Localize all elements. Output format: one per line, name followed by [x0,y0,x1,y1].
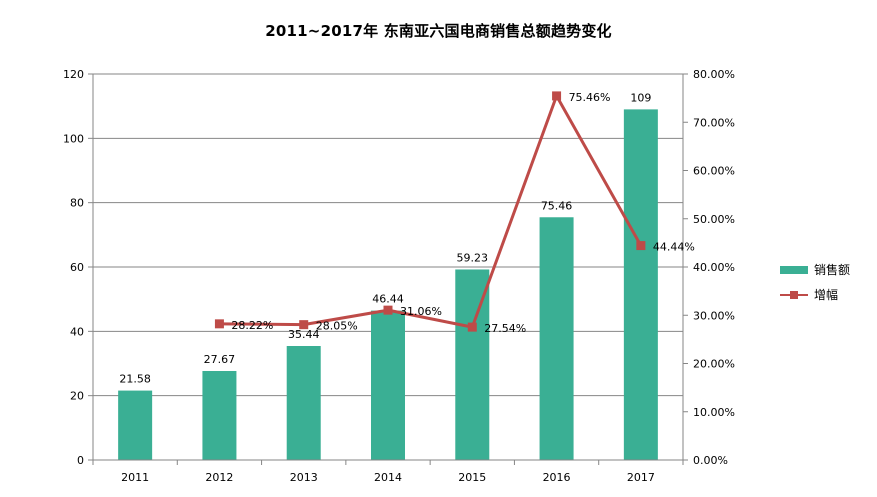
chart-title: 2011~2017年 东南亚六国电商销售总额趋势变化 [265,22,612,40]
bar [539,217,574,460]
bar-value-label: 46.44 [372,293,404,306]
axes: 0 20 40 60 80 100 120 0.00% 10.00% 20.00% 30.00% 40… [63,68,735,484]
legend-item-sales: 销售额 [780,261,850,278]
bar [623,109,658,460]
y-tick-label: 40 [70,325,84,338]
growth-value-label: 28.22% [231,319,273,332]
bar-value-label: 59.23 [457,251,489,264]
y-tick-label: 0 [77,454,84,467]
bar [455,269,490,460]
x-tick-label: 2012 [205,471,233,484]
growth-marker [383,305,393,315]
growth-marker [636,241,646,251]
y2-tick-label: 30.00% [693,309,735,322]
growth-value-label: 28.05% [316,320,358,333]
bar [286,346,321,460]
legend-label-sales: 销售额 [814,263,851,277]
bar-value-label: 109 [630,91,651,104]
y-tick-label: 20 [70,390,84,403]
growth-value-label: 44.44% [653,241,695,254]
growth-marker [552,91,562,101]
y-tick-label: 60 [70,261,84,274]
y2-tick-label: 50.00% [693,213,735,226]
x-tick-label: 2014 [374,471,402,484]
growth-marker [467,322,477,332]
legend-label-growth: 增幅 [814,288,839,302]
y-tick-label: 100 [63,132,84,145]
bar-series [118,109,658,460]
bar-value-label: 35.44 [288,328,320,341]
y2-tick-label: 10.00% [693,406,735,419]
x-tick-label: 2015 [458,471,486,484]
y2-tick-label: 40.00% [693,261,735,274]
y-tick-label: 80 [70,197,84,210]
growth-value-label: 31.06% [400,305,442,318]
growth-marker [214,319,224,329]
legend-item-growth: 增幅 [780,286,838,303]
bar-value-label: 27.67 [204,353,236,366]
y2-tick-label: 20.00% [693,358,735,371]
growth-value-label: 27.54% [484,322,526,335]
x-tick-label: 2013 [290,471,318,484]
y-tick-label: 120 [63,68,84,81]
x-tick-label: 2011 [121,471,149,484]
growth-line [219,94,643,329]
y2-tick-label: 0.00% [693,454,728,467]
growth-marker [299,320,309,330]
y2-tick-label: 60.00% [693,165,735,178]
bar [371,310,405,460]
data-labels: 21.58 27.67 35.44 46.44 59.23 75.46 109 28.22% 2… [119,91,694,386]
line-series [214,91,646,332]
bar-value-label: 21.58 [119,373,151,386]
bar-value-label: 75.46 [541,199,573,212]
x-tick-label: 2017 [627,471,655,484]
growth-value-label: 75.46% [569,91,611,104]
y2-tick-label: 80.00% [693,68,735,81]
legend-line-swatch [780,289,808,301]
y2-tick-label: 70.00% [693,116,735,129]
legend-bar-swatch [780,265,808,274]
x-tick-label: 2016 [543,471,571,484]
bar [202,370,237,460]
bar [118,390,153,460]
